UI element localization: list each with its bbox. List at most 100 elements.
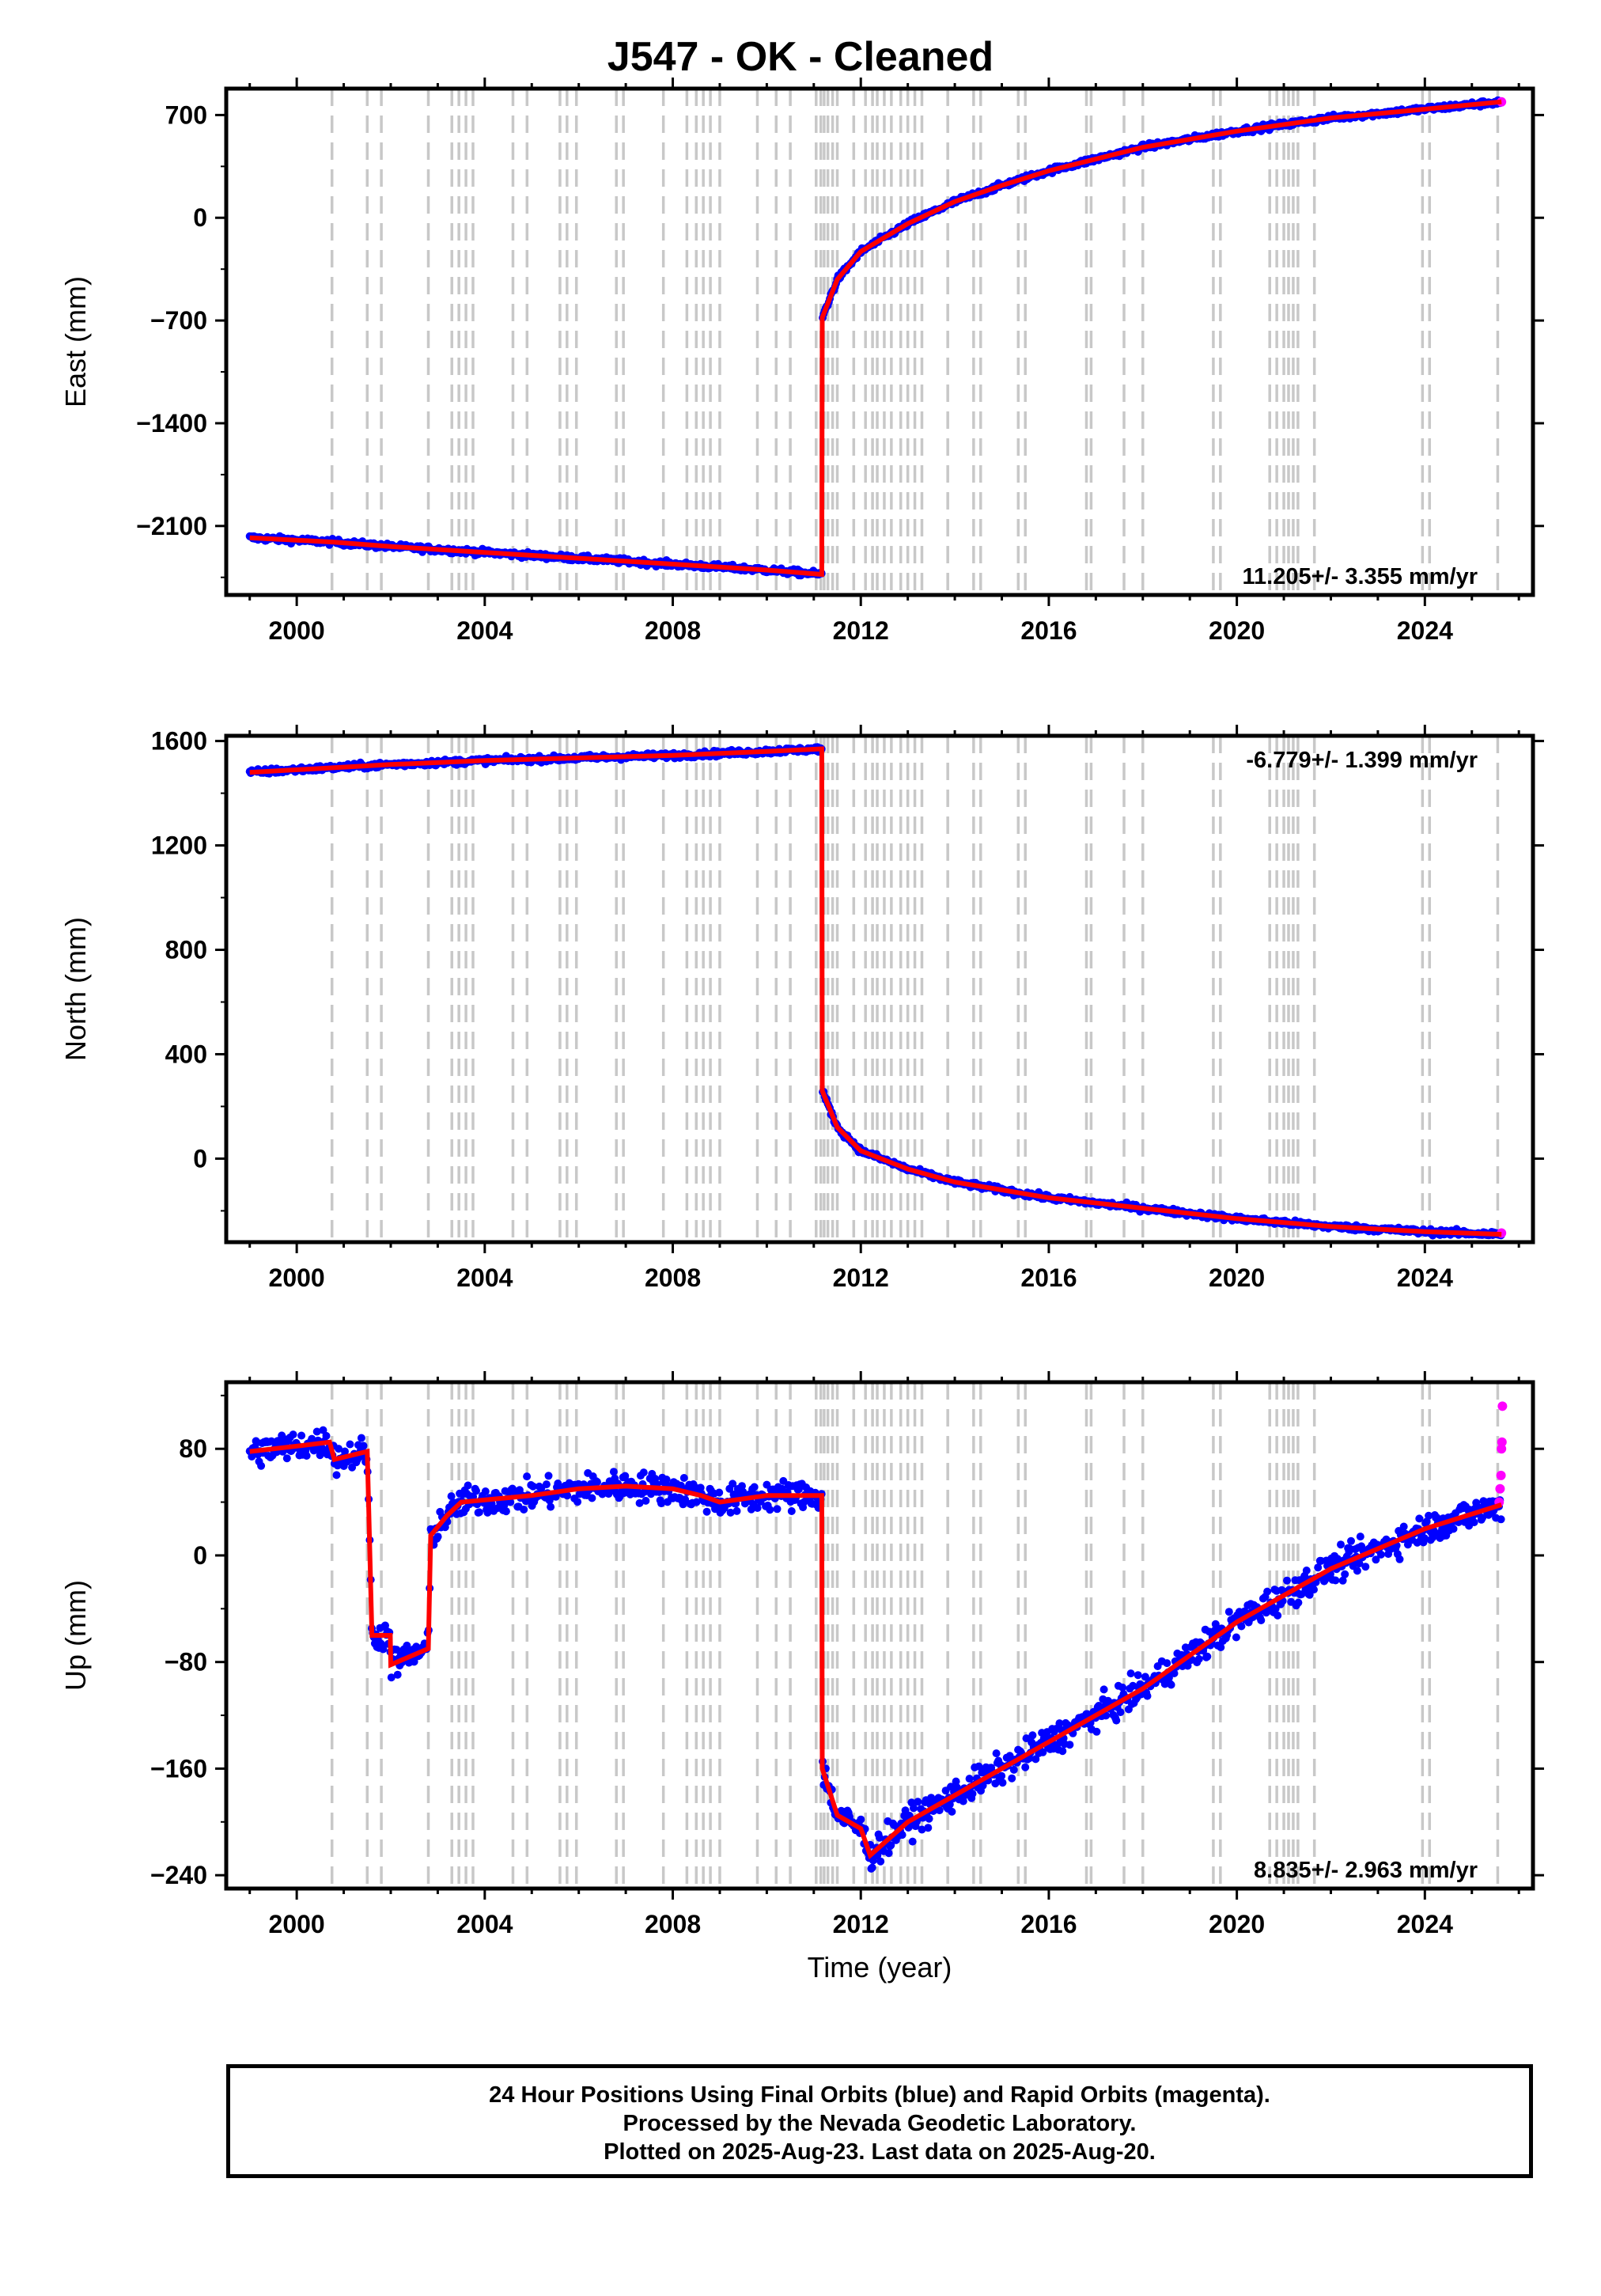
- x-tick-label: 2024: [1397, 1264, 1453, 1292]
- data-point: [1039, 1748, 1047, 1756]
- data-point: [857, 1815, 865, 1824]
- data-point: [702, 1507, 711, 1516]
- velocity-label: 8.835+/- 2.963 mm/yr: [1254, 1858, 1478, 1883]
- data-point: [1224, 1608, 1233, 1616]
- data-point: [392, 1646, 401, 1654]
- footer-line-3: Plotted on 2025-Aug-23. Last data on 202…: [604, 2139, 1156, 2165]
- data-point: [1355, 1559, 1364, 1568]
- x-tick-label: 2000: [269, 616, 325, 645]
- data-point: [1118, 1683, 1127, 1692]
- data-point: [544, 1472, 553, 1480]
- data-point: [750, 1483, 759, 1491]
- y-axis-label: North (mm): [59, 917, 92, 1061]
- data-point: [551, 1492, 560, 1501]
- data-point: [523, 1472, 532, 1481]
- data-point: [738, 1482, 746, 1491]
- data-point: [1143, 1692, 1152, 1700]
- model-line: [249, 99, 1502, 578]
- data-point: [1129, 1681, 1137, 1690]
- data-point: [282, 1454, 291, 1463]
- data-point: [696, 1483, 705, 1492]
- data-point: [542, 1480, 551, 1489]
- x-tick-label: 2000: [269, 1264, 325, 1292]
- data-point: [346, 1440, 354, 1449]
- data-point: [1361, 1563, 1370, 1571]
- data-point: [1163, 1659, 1171, 1668]
- data-point: [393, 1670, 402, 1679]
- data-point: [868, 1863, 876, 1872]
- data-point: [1429, 1533, 1437, 1542]
- data-point: [1271, 1605, 1280, 1613]
- data-point: [773, 1505, 782, 1514]
- data-point: [1449, 1525, 1458, 1533]
- rapid-orbit-point: [1497, 1401, 1508, 1411]
- data-point: [1167, 1680, 1175, 1689]
- data-point: [692, 1498, 701, 1506]
- panel-2: 1600 1200 800 400 0 2000 2004 2008 2012 2016 2020 2…: [59, 725, 1544, 1292]
- y-tick-label: −80: [165, 1648, 207, 1677]
- data-point: [1341, 1570, 1349, 1578]
- data-point: [1237, 1622, 1246, 1631]
- data-point: [381, 1621, 389, 1630]
- footer-box: 24 Hour Positions Using Final Orbits (bl…: [226, 2064, 1533, 2178]
- data-point: [726, 1508, 735, 1517]
- data-point: [898, 1831, 906, 1839]
- data-point: [908, 1837, 917, 1846]
- data-point: [528, 1482, 537, 1491]
- data-point: [520, 1506, 528, 1514]
- y-tick-label: −700: [150, 306, 207, 335]
- data-point: [302, 1452, 311, 1460]
- data-point: [914, 1798, 922, 1806]
- model-line: [249, 746, 1502, 1237]
- data-point: [679, 1474, 688, 1482]
- x-tick-label: 2008: [645, 1910, 701, 1938]
- x-tick-label: 2000: [269, 1910, 325, 1938]
- y-axis-label: East (mm): [59, 276, 92, 407]
- plot-frame: [224, 86, 1535, 597]
- data-point: [1305, 1590, 1314, 1599]
- data-point: [998, 1779, 1007, 1787]
- panel-3: 80 0 −80 −160 −240 2000 2004 2008 2012 2016 2020 20…: [59, 1371, 1544, 1983]
- data-point: [925, 1814, 933, 1823]
- data-point: [1232, 1633, 1240, 1642]
- data-point: [1112, 1716, 1121, 1725]
- data-point: [959, 1797, 967, 1805]
- data-point: [1065, 1741, 1074, 1749]
- y-tick-label: 700: [165, 100, 207, 129]
- data-point: [1294, 1598, 1303, 1607]
- data-point: [1021, 1763, 1030, 1771]
- data-point: [935, 1806, 944, 1815]
- data-point: [992, 1749, 1001, 1758]
- data-point: [1314, 1563, 1323, 1572]
- data-point: [412, 1642, 421, 1651]
- x-tick-label: 2016: [1020, 1264, 1077, 1292]
- x-tick-label: 2012: [833, 1910, 889, 1938]
- velocity-label: -6.779+/- 1.399 mm/yr: [1246, 748, 1478, 773]
- data-point: [257, 1461, 266, 1470]
- y-tick-label: −160: [150, 1754, 207, 1783]
- y-tick-label: 0: [193, 203, 207, 232]
- data-point: [1028, 1731, 1037, 1740]
- data-point: [1470, 1518, 1478, 1527]
- y-tick-label: 1600: [151, 727, 207, 756]
- data-point: [312, 1427, 321, 1436]
- data-point: [403, 1641, 411, 1650]
- data-point: [1331, 1576, 1340, 1585]
- data-point: [387, 1673, 396, 1682]
- data-point: [887, 1841, 895, 1850]
- x-tick-label: 2020: [1209, 616, 1265, 645]
- data-point: [952, 1777, 960, 1786]
- data-point: [1415, 1514, 1424, 1523]
- velocity-label: 11.205+/- 3.355 mm/yr: [1243, 564, 1478, 589]
- data-point: [297, 1431, 306, 1440]
- data-point: [968, 1790, 977, 1798]
- rapid-orbit-point: [1497, 1437, 1507, 1447]
- data-point: [573, 1498, 582, 1506]
- y-tick-label: −1400: [136, 409, 207, 438]
- data-point: [1497, 1515, 1505, 1524]
- data-point: [1031, 1755, 1040, 1764]
- data-point: [884, 1849, 893, 1858]
- event-lines: [330, 89, 1500, 595]
- data-point: [563, 1491, 572, 1500]
